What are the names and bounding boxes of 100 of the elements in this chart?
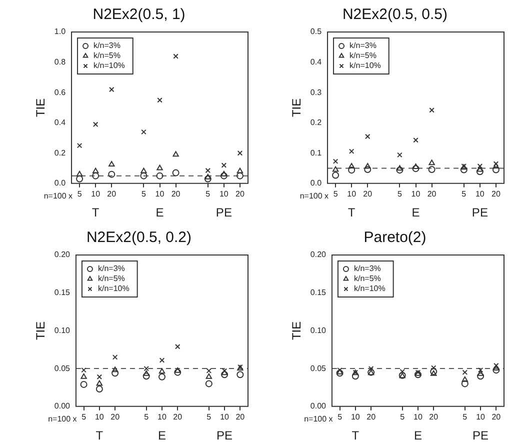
point: [206, 368, 212, 374]
point: [336, 370, 344, 377]
point: [431, 365, 436, 370]
point: [92, 168, 99, 174]
point: [76, 142, 82, 148]
chart-title: N2Ex2(0.5, 0.2): [86, 229, 192, 246]
text: PE: [472, 428, 489, 442]
point: [174, 367, 181, 373]
point: [159, 358, 165, 363]
point: [221, 371, 228, 378]
point: [80, 373, 87, 379]
x-tick-label: 5: [400, 412, 406, 422]
legend-label: k/n=5%: [94, 51, 120, 60]
point: [204, 174, 211, 180]
point: [158, 368, 166, 374]
point: [221, 162, 227, 168]
point: [493, 161, 499, 166]
point: [364, 162, 371, 168]
legend-label: k/n=10%: [94, 61, 125, 70]
y-axis-title: TIE: [290, 321, 304, 340]
point: [205, 168, 211, 174]
y-tick-label: 0.10: [310, 326, 327, 335]
x-tick-label: 10: [350, 412, 360, 422]
point: [430, 368, 438, 376]
x-tick-label: 5: [462, 412, 468, 422]
chart-title: Pareto(2): [364, 229, 426, 246]
y-tick-label: 0.00: [310, 402, 327, 411]
point: [173, 54, 178, 59]
point: [412, 165, 420, 172]
x-tick-label: 5: [77, 189, 82, 198]
x-tick-label: 5: [333, 189, 338, 198]
text: T: [352, 428, 360, 442]
y-tick-label: 0.1: [310, 148, 322, 158]
point: [81, 367, 86, 373]
point: [112, 354, 118, 360]
x-tick-label: 10: [476, 412, 486, 422]
point: [462, 376, 468, 382]
x-tick-label: 10: [94, 412, 104, 422]
point: [460, 166, 468, 174]
x-tick-label: 20: [363, 189, 373, 198]
text: T: [92, 205, 100, 220]
y-tick-label: 0.10: [54, 326, 71, 335]
legend-label: k/n=3%: [350, 41, 376, 50]
point: [206, 373, 212, 379]
point: [174, 368, 182, 376]
legend-label: k/n=5%: [98, 274, 125, 284]
y-tick-label: 0.15: [54, 288, 71, 298]
x-tick-label: 10: [158, 412, 167, 422]
y-axis-title: TIE: [34, 321, 48, 340]
y-tick-label: 0.3: [310, 88, 322, 97]
legend-label: k/n=5%: [354, 274, 381, 284]
point: [477, 370, 484, 376]
y-tick-label: 0.00: [54, 402, 71, 411]
text: PE: [216, 428, 233, 442]
point: [144, 366, 149, 372]
y-tick-label: 1.0: [54, 27, 66, 36]
point: [172, 169, 180, 176]
point: [428, 160, 435, 166]
point: [397, 152, 402, 158]
point: [112, 370, 119, 377]
text: n=100 x: [44, 192, 73, 201]
y-tick-label: 0.6: [54, 88, 66, 97]
legend-label: k/n=10%: [350, 61, 381, 70]
legend-label: k/n=5%: [350, 51, 376, 60]
point: [414, 371, 422, 378]
y-tick-label: 0.4: [310, 57, 322, 66]
y-tick-label: 0.05: [54, 364, 71, 373]
x-tick-label: 5: [141, 189, 146, 198]
point: [477, 372, 484, 380]
x-tick-label: 10: [219, 189, 229, 198]
x-tick-label: 20: [110, 412, 120, 422]
point: [492, 166, 500, 174]
point: [220, 172, 228, 180]
y-tick-label: 0.2: [310, 118, 322, 128]
x-tick-label: 20: [429, 412, 439, 422]
chart-title: N2Ex2(0.5, 0.5): [342, 6, 448, 24]
legend-label: k/n=3%: [354, 264, 381, 274]
point: [140, 172, 148, 180]
point: [492, 162, 500, 168]
y-tick-label: 0.15: [310, 288, 327, 298]
point: [365, 134, 370, 140]
x-tick-label: 20: [492, 189, 501, 198]
x-tick-label: 10: [347, 189, 357, 198]
point: [352, 372, 359, 380]
x-tick-label: 10: [475, 189, 485, 198]
point: [332, 172, 340, 179]
text: E: [158, 428, 166, 442]
point: [348, 162, 355, 168]
x-tick-label: 10: [411, 189, 421, 198]
text: PE: [216, 205, 232, 220]
point: [141, 129, 146, 135]
point: [76, 175, 84, 182]
point: [368, 366, 374, 372]
point: [140, 168, 147, 174]
y-tick-label: 0.0: [310, 178, 322, 188]
x-tick-label: 10: [155, 189, 165, 198]
y-axis-title: TIE: [290, 98, 304, 118]
point: [96, 380, 103, 386]
legend-label: k/n=10%: [98, 284, 130, 294]
text: T: [348, 205, 356, 220]
